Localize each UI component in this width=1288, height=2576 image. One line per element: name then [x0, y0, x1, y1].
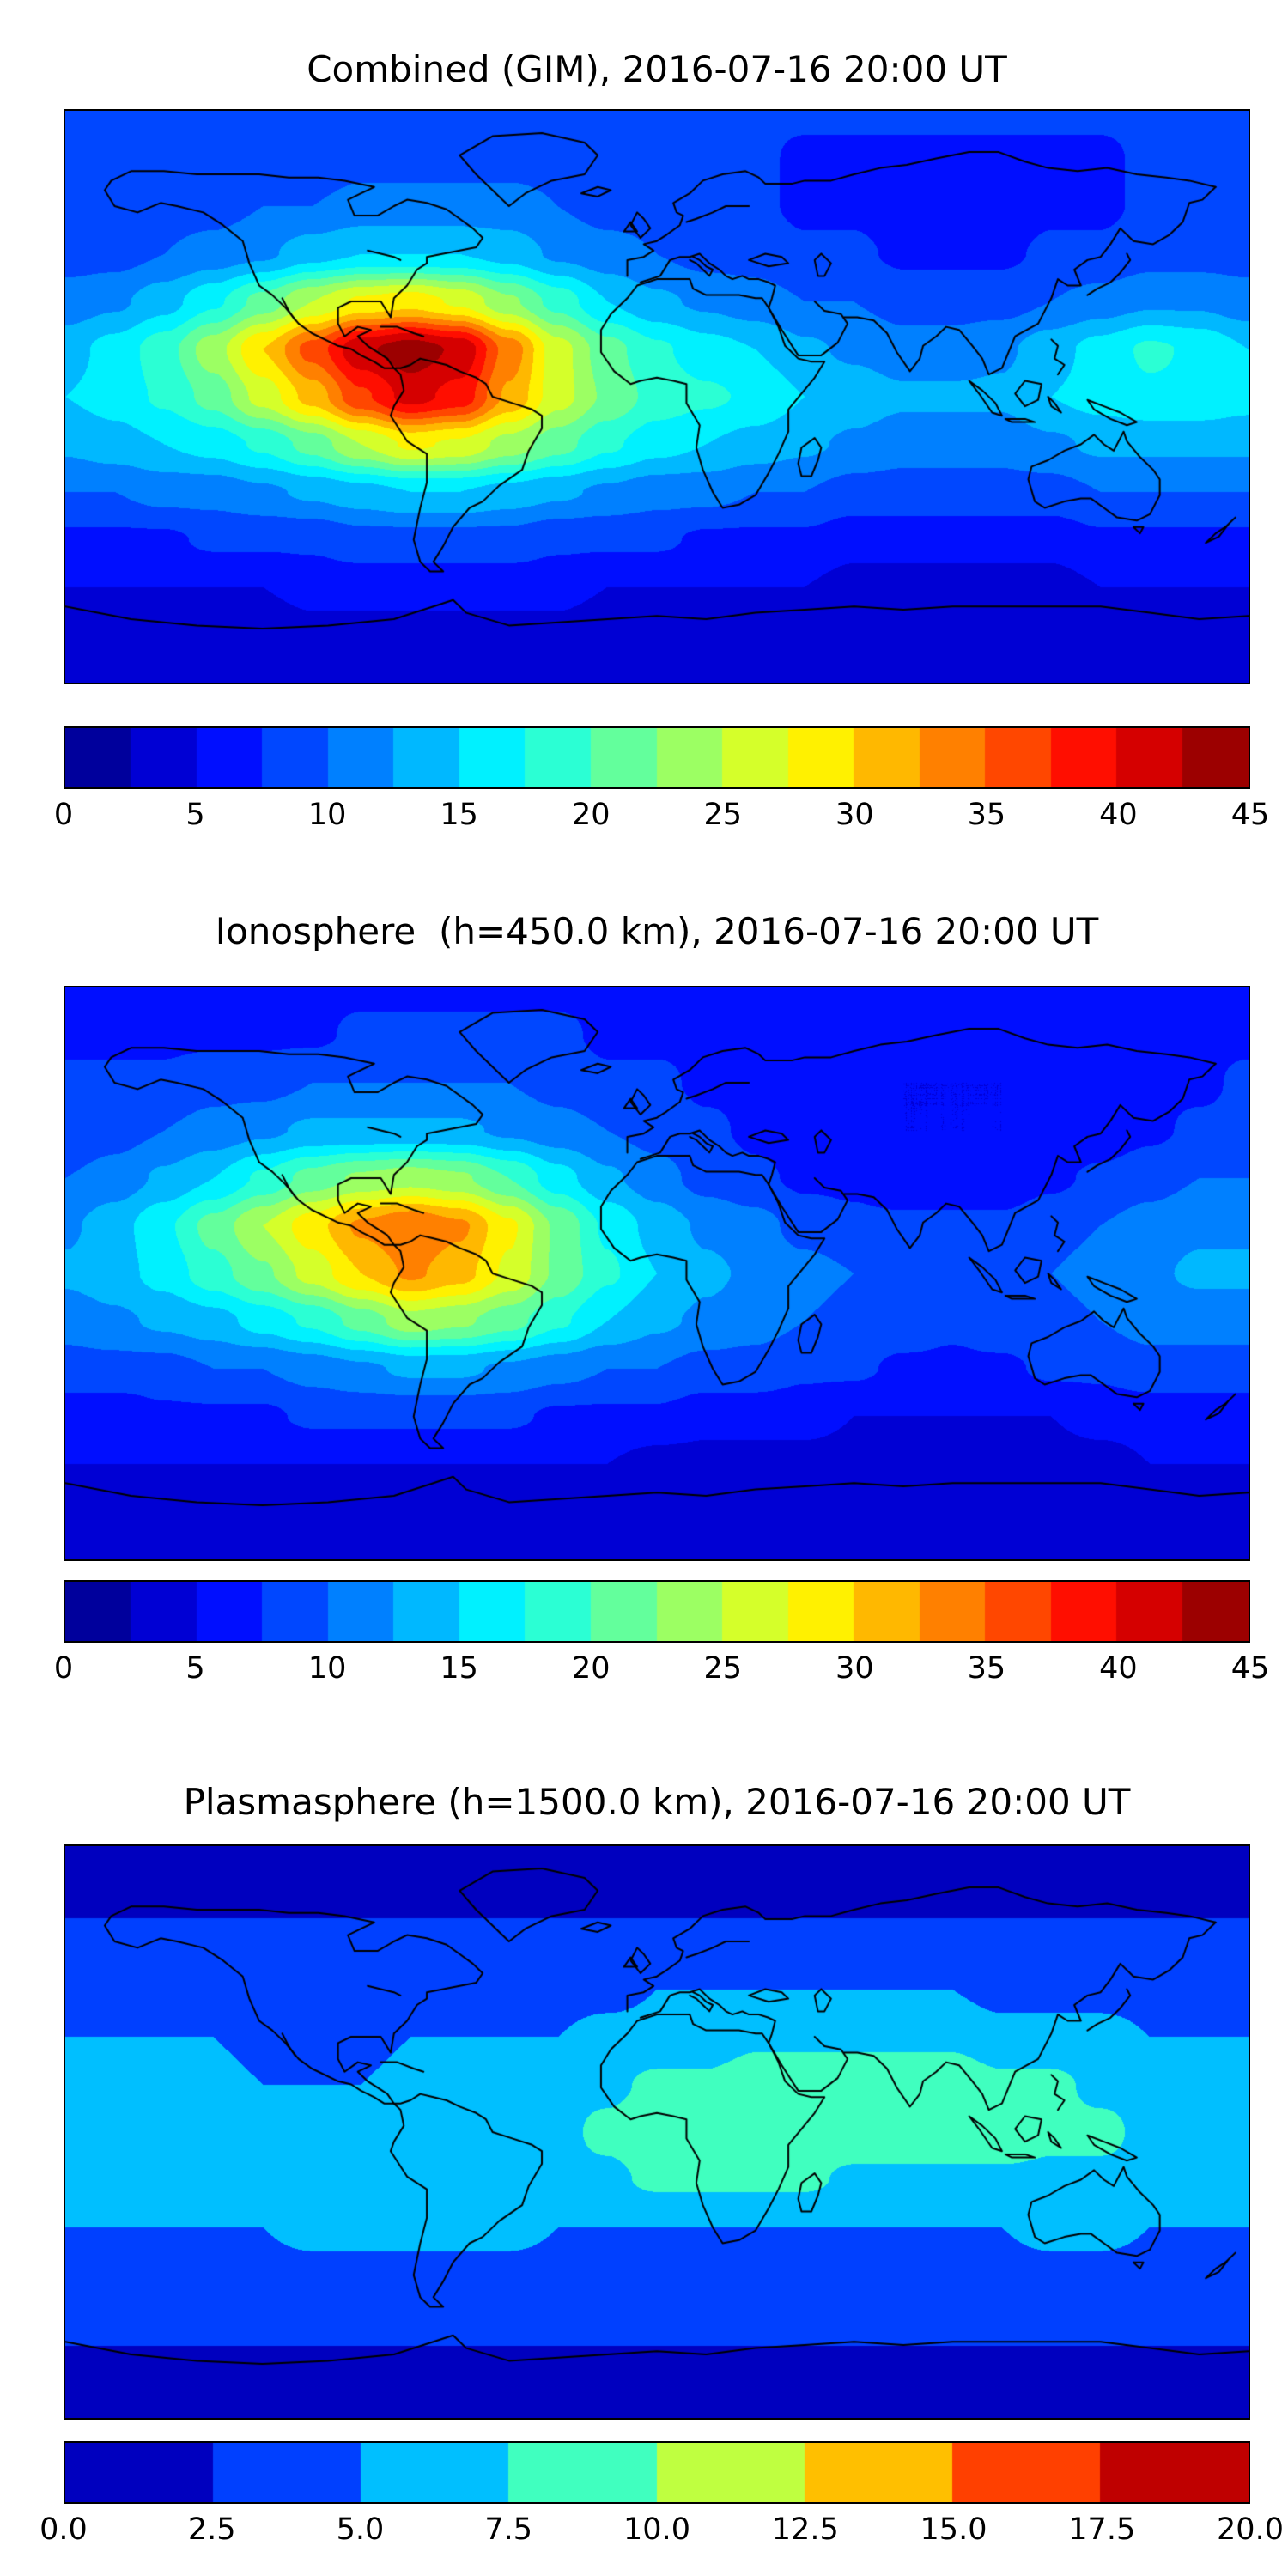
colorbar-tick-label: 40 [1099, 1651, 1138, 1686]
colorbar-tick-label: 0.0 [39, 2512, 88, 2547]
colorbar-tick-label: 15 [440, 798, 478, 832]
colorbar-ticks-ionosphere: 0 5 10 15 20 25 30 35 40 45 [54, 1651, 1269, 1696]
colorbar-tick-label: 20 [571, 1651, 611, 1686]
colorbar-tick-label: 35 [967, 1651, 1006, 1686]
colorbar-ticks-plasmasphere: 0.0 2.5 5.0 7.5 10.0 12.5 15.0 17.5 20.0 [39, 2512, 1284, 2557]
colorbar-tick-label: 5 [185, 1651, 205, 1686]
colorbar-tick-label: 7.5 [484, 2512, 533, 2547]
colorbar-tick-label: 5 [185, 798, 205, 832]
colorbar-tick-label: 40 [1099, 798, 1138, 832]
colorbar-tick-label: 30 [835, 798, 874, 832]
map-canvas-combined [65, 111, 1249, 683]
colorbar-frame-plasmasphere [64, 2441, 1250, 2504]
colorbar-ticks-combined: 0 5 10 15 20 25 30 35 40 45 [54, 798, 1269, 842]
panel-title-combined: Combined (GIM), 2016-07-16 20:00 UT [307, 48, 1007, 90]
colorbar-tick-label: 5.0 [336, 2512, 385, 2547]
map-frame-combined [64, 109, 1250, 684]
colorbar-tick-label: 17.5 [1068, 2512, 1136, 2547]
colorbar-tick-label: 45 [1230, 798, 1270, 832]
colorbar-tick-label: 25 [703, 1651, 743, 1686]
colorbar-tick-label: 10 [307, 1651, 347, 1686]
colorbar-canvas-ionosphere [65, 1582, 1249, 1641]
colorbar-tick-label: 10.0 [623, 2512, 690, 2547]
colorbar-tick-label: 0 [53, 1651, 74, 1686]
panel-title-plasmasphere: Plasmasphere (h=1500.0 km), 2016-07-16 2… [183, 1781, 1131, 1823]
map-canvas-ionosphere [65, 987, 1249, 1559]
colorbar-tick-label: 0 [53, 798, 74, 832]
colorbar-tick-label: 15 [440, 1651, 478, 1686]
panel-title-ionosphere: Ionosphere (h=450.0 km), 2016-07-16 20:0… [215, 910, 1099, 952]
colorbar-tick-label: 2.5 [187, 2512, 236, 2547]
colorbar-tick-label: 20 [571, 798, 611, 832]
colorbar-tick-label: 35 [967, 798, 1006, 832]
colorbar-canvas-combined [65, 728, 1249, 787]
colorbar-tick-label: 15.0 [920, 2512, 987, 2547]
colorbar-tick-label: 25 [703, 798, 743, 832]
colorbar-tick-label: 30 [835, 1651, 874, 1686]
colorbar-tick-label: 12.5 [771, 2512, 839, 2547]
colorbar-frame-combined [64, 726, 1250, 789]
colorbar-tick-label: 20.0 [1217, 2512, 1284, 2547]
colorbar-tick-label: 10 [307, 798, 347, 832]
map-canvas-plasmasphere [65, 1846, 1249, 2418]
map-frame-plasmasphere [64, 1844, 1250, 2420]
colorbar-frame-ionosphere [64, 1580, 1250, 1643]
colorbar-canvas-plasmasphere [65, 2443, 1249, 2502]
colorbar-tick-label: 45 [1230, 1651, 1270, 1686]
map-frame-ionosphere [64, 986, 1250, 1561]
